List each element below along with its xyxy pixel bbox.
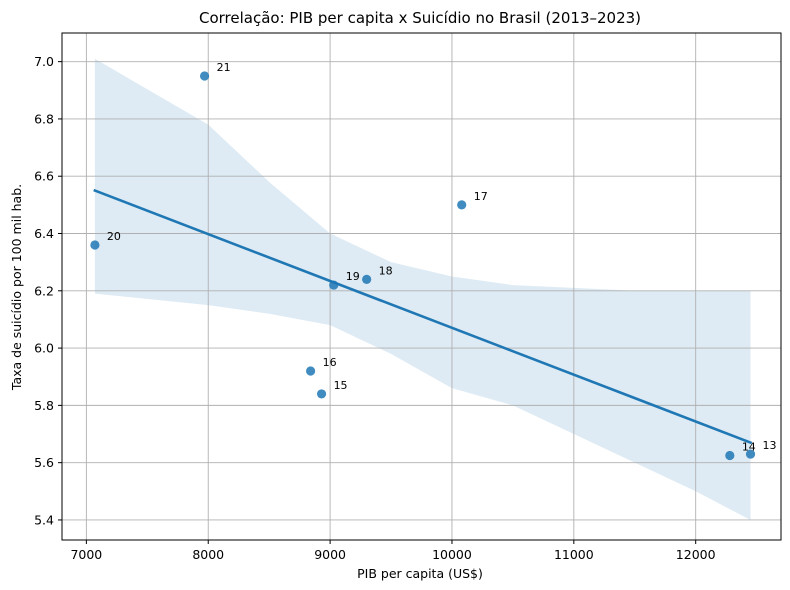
data-point-label: 19	[346, 270, 360, 283]
regression-line-layer	[93, 188, 753, 445]
y-tick-label: 5.6	[34, 455, 54, 470]
x-tick-label: 10000	[432, 547, 472, 562]
data-point	[725, 450, 735, 461]
data-point-label: 21	[217, 61, 231, 74]
plot-border	[61, 32, 782, 541]
x-tick-label: 12000	[676, 547, 716, 562]
y-tick-label: 6.2	[34, 283, 54, 298]
y-tick-label: 6.0	[34, 341, 54, 356]
plot-frame	[61, 32, 782, 541]
x-tick-label: 9000	[314, 547, 346, 562]
grid-layer	[62, 33, 781, 540]
confidence-band-layer	[94, 58, 751, 520]
x-tick-label: 7000	[70, 547, 102, 562]
chart-title: Correlação: PIB per capita x Suicídio no…	[199, 9, 641, 27]
data-point	[306, 366, 316, 376]
y-axis-title: Taxa de suicídio por 100 mil hab.	[9, 184, 24, 391]
data-point	[457, 200, 467, 210]
y-tick-label: 6.4	[34, 226, 54, 241]
data-point	[199, 71, 210, 81]
y-tick-label: 6.8	[34, 111, 54, 126]
data-point-label: 17	[474, 190, 488, 203]
data-point	[329, 280, 339, 290]
data-point	[745, 449, 756, 459]
x-tick-label: 11000	[554, 547, 594, 562]
data-point	[90, 240, 100, 250]
data-point-label: 20	[107, 230, 121, 243]
regression-line	[93, 188, 753, 445]
y-tick-label: 5.4	[34, 512, 54, 527]
data-point-label: 15	[334, 379, 348, 392]
data-point-label: 13	[763, 439, 777, 452]
data-point-label: 18	[379, 264, 393, 277]
y-tick-label: 6.6	[34, 169, 54, 184]
tick-layer: 7000 8000 9000 10000 11000 12000 5.4 5.6 5.8 6.0 6…	[34, 54, 716, 562]
data-point-label: 16	[323, 356, 337, 369]
data-point-layer: 13 14 15 16 17 18 19 20 21	[90, 61, 777, 461]
y-tick-label: 5.8	[34, 398, 54, 413]
x-tick-label: 8000	[192, 547, 224, 562]
confidence-band	[94, 58, 751, 520]
x-axis-title: PIB per capita (US$)	[357, 566, 483, 581]
data-point	[362, 274, 372, 284]
y-tick-label: 7.0	[34, 54, 54, 69]
data-point	[316, 389, 327, 399]
data-point-label: 14	[742, 441, 756, 454]
